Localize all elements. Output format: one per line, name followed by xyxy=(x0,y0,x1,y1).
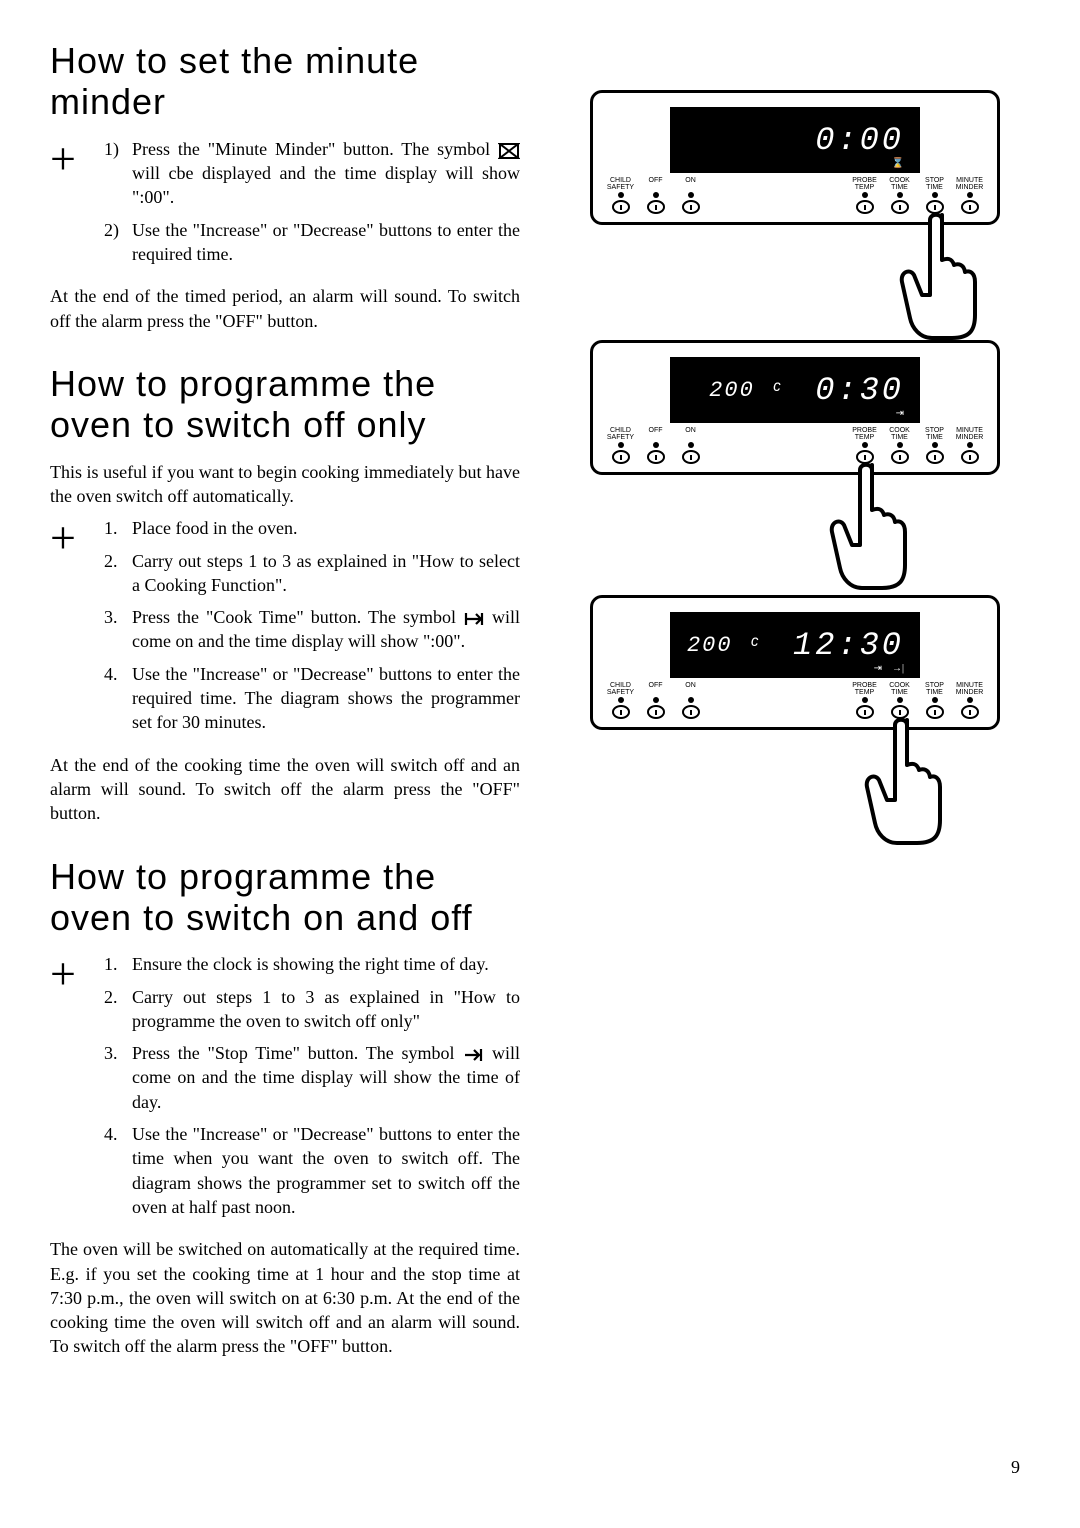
page-number: 9 xyxy=(1011,1457,1020,1478)
footer-text: At the end of the timed period, an alarm… xyxy=(50,284,520,333)
panel-button: STOP TIME xyxy=(917,427,952,464)
panel-button: CHILD SAFETY xyxy=(603,177,638,214)
panel-button-circle xyxy=(612,450,630,464)
panel-button-circle xyxy=(612,705,630,719)
panel-button-circle xyxy=(961,450,979,464)
section-switch-off: How to programme the oven to switch off … xyxy=(50,363,520,826)
panel-button: ON xyxy=(673,177,708,214)
steps-list: 1.Ensure the clock is showing the right … xyxy=(104,952,520,1227)
intro-text: This is useful if you want to begin cook… xyxy=(50,460,520,509)
plus-icon: + xyxy=(50,958,90,990)
panel-button: STOP TIME xyxy=(917,682,952,719)
panel-button: ON xyxy=(673,427,708,464)
stoptime-icon xyxy=(462,1047,484,1063)
heading-switch-off: How to programme the oven to switch off … xyxy=(50,363,520,446)
oven-display: 0:00⌛ xyxy=(670,107,920,173)
panel-button: MINUTE MINDER xyxy=(952,682,987,719)
panel-button: STOP TIME xyxy=(917,177,952,214)
display-temp: 200 ᶜ xyxy=(709,378,785,403)
display-time: 0:30 xyxy=(815,372,904,409)
button-row-right: PROBE TEMPCOOK TIMESTOP TIMEMINUTE MINDE… xyxy=(847,177,987,214)
button-row-right: PROBE TEMPCOOK TIMESTOP TIMEMINUTE MINDE… xyxy=(847,427,987,464)
diagram-cook-time: 200 ᶜ 0:30⇥ CHILD SAFETYOFFON PROBE TEMPCOO… xyxy=(550,340,1030,475)
diagram-minute-minder: 0:00⌛ CHILD SAFETYOFFON PROBE TEMPCOOK TIM… xyxy=(550,90,1030,225)
display-sub-icons: ⌛ xyxy=(892,158,904,169)
plus-icon: + xyxy=(50,522,90,554)
button-row-right: PROBE TEMPCOOK TIMESTOP TIMEMINUTE MINDE… xyxy=(847,682,987,719)
diagram-stop-time: 200 ᶜ 12:30⇥→| CHILD SAFETYOFFON PROBE TEMP… xyxy=(550,595,1030,730)
panel-button: PROBE TEMP xyxy=(847,427,882,464)
panel-button: COOK TIME xyxy=(882,682,917,719)
panel-button: CHILD SAFETY xyxy=(603,427,638,464)
panel-button: OFF xyxy=(638,427,673,464)
cooktime-icon xyxy=(463,611,485,627)
panel-button-circle xyxy=(682,705,700,719)
panel-button-circle xyxy=(682,200,700,214)
panel-button: PROBE TEMP xyxy=(847,682,882,719)
panel-button-circle xyxy=(961,705,979,719)
steps-list: 1.Place food in the oven. 2.Carry out st… xyxy=(104,516,520,742)
heading-minute-minder: How to set the minute minder xyxy=(50,40,520,123)
display-temp: 200 ᶜ xyxy=(687,633,763,658)
display-time: 0:00 xyxy=(815,122,904,159)
panel-button-circle xyxy=(682,450,700,464)
panel-button: COOK TIME xyxy=(882,427,917,464)
pointing-hand-icon xyxy=(822,460,922,600)
panel-button: MINUTE MINDER xyxy=(952,177,987,214)
steps-list: 1)Press the "Minute Minder" button. The … xyxy=(104,137,520,274)
hourglass-icon xyxy=(498,143,520,159)
panel-button: ON xyxy=(673,682,708,719)
display-time: 12:30 xyxy=(793,627,904,664)
display-sub-icons: ⇥ xyxy=(896,408,904,419)
panel-button-circle xyxy=(926,450,944,464)
pointing-hand-icon xyxy=(892,210,992,350)
panel-button: PROBE TEMP xyxy=(847,177,882,214)
panel-button: CHILD SAFETY xyxy=(603,682,638,719)
section-minute-minder: How to set the minute minder + 1)Press t… xyxy=(50,40,520,333)
panel-button-circle xyxy=(612,200,630,214)
heading-switch-on-off: How to programme the oven to switch on a… xyxy=(50,856,520,939)
panel-button: OFF xyxy=(638,682,673,719)
footer-text: The oven will be switched on automatical… xyxy=(50,1237,520,1358)
section-switch-on-off: How to programme the oven to switch on a… xyxy=(50,856,520,1359)
plus-icon: + xyxy=(50,143,90,175)
oven-display: 200 ᶜ 12:30⇥→| xyxy=(670,612,920,678)
oven-display: 200 ᶜ 0:30⇥ xyxy=(670,357,920,423)
panel-button: OFF xyxy=(638,177,673,214)
button-row-left: CHILD SAFETYOFFON xyxy=(603,177,708,214)
panel-button-circle xyxy=(647,200,665,214)
button-row-left: CHILD SAFETYOFFON xyxy=(603,682,708,719)
panel-button: MINUTE MINDER xyxy=(952,427,987,464)
panel-button-circle xyxy=(647,450,665,464)
footer-text: At the end of the cooking time the oven … xyxy=(50,753,520,826)
display-sub-icons: ⇥→| xyxy=(874,663,904,674)
pointing-hand-icon xyxy=(857,715,957,855)
button-row-left: CHILD SAFETYOFFON xyxy=(603,427,708,464)
panel-button-circle xyxy=(856,200,874,214)
panel-button: COOK TIME xyxy=(882,177,917,214)
panel-button-circle xyxy=(647,705,665,719)
